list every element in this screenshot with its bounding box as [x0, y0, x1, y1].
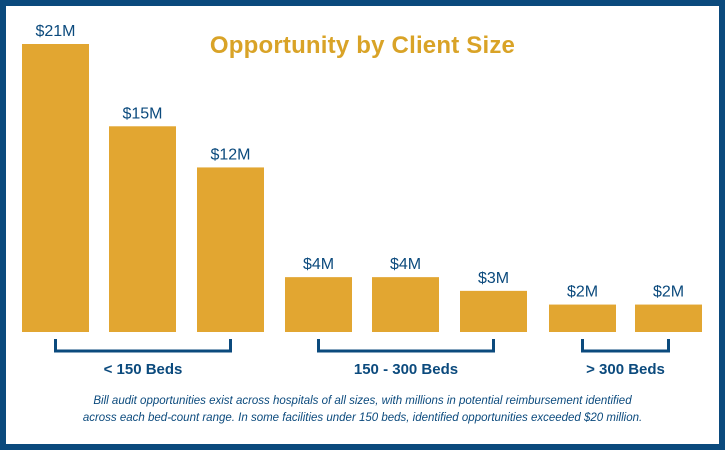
bar-value-label: $4M	[390, 256, 421, 273]
bar	[22, 44, 89, 332]
bar-value-label: $3M	[478, 270, 509, 287]
bar	[109, 126, 176, 333]
group-label: 150 - 300 Beds	[354, 361, 458, 378]
bar-value-label: $21M	[35, 23, 75, 40]
bar	[197, 167, 264, 332]
bar-value-label: $2M	[567, 284, 598, 301]
chart-title: Opportunity by Client Size	[209, 32, 516, 59]
caption-line-2: across each bed-count range. In some fac…	[82, 412, 643, 424]
bar	[635, 304, 702, 332]
group-label: < 150 Beds	[104, 361, 183, 378]
bar	[460, 290, 527, 332]
bar-value-label: $12M	[210, 146, 250, 163]
group-bracket	[54, 339, 232, 353]
bar-value-label: $4M	[303, 256, 334, 273]
bar	[372, 277, 439, 332]
group-bracket	[581, 339, 670, 353]
group-label: > 300 Beds	[586, 361, 665, 378]
bar-value-label: $15M	[122, 105, 162, 122]
group-bracket	[317, 339, 495, 353]
bar	[549, 304, 616, 332]
chart-caption: Bill audit opportunities exist across ho…	[60, 393, 665, 427]
bar-value-label: $2M	[653, 284, 684, 301]
caption-line-1: Bill audit opportunities exist across ho…	[93, 395, 632, 407]
bar	[285, 277, 352, 332]
